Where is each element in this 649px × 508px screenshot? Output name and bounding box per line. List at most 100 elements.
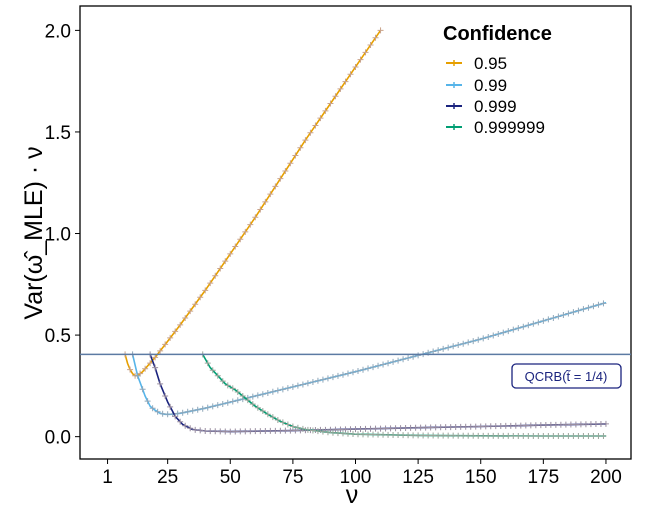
series-point-2 <box>252 428 259 435</box>
series-point-1 <box>189 407 196 414</box>
series-point-3 <box>244 397 251 404</box>
series-point-1 <box>395 357 402 364</box>
series-point-2 <box>177 418 184 425</box>
series-point-2 <box>337 426 344 433</box>
series-point-3 <box>535 433 542 440</box>
series-point-2 <box>232 428 239 435</box>
series-point-3 <box>334 430 341 437</box>
series-point-1 <box>380 361 387 368</box>
series-point-3 <box>284 421 291 428</box>
series-point-3 <box>400 432 407 439</box>
series-point-3 <box>455 432 462 439</box>
series-point-0 <box>177 321 184 328</box>
series-point-1 <box>309 379 316 386</box>
series-point-1 <box>595 301 602 308</box>
series-point-3 <box>304 426 311 433</box>
series-point-1 <box>274 387 281 394</box>
plot-area <box>80 27 631 440</box>
series-point-3 <box>495 432 502 439</box>
series-point-1 <box>545 316 552 323</box>
series-point-2 <box>332 426 339 433</box>
x-tick-label: 125 <box>402 467 434 488</box>
series-point-2 <box>182 422 189 429</box>
series-point-1 <box>525 322 532 329</box>
series-point-1 <box>234 397 241 404</box>
series-point-1 <box>440 345 447 352</box>
series-point-0 <box>142 365 149 372</box>
series-point-2 <box>187 425 194 432</box>
series-point-3 <box>314 428 321 435</box>
series-point-3 <box>420 432 427 439</box>
series-point-2 <box>477 423 484 430</box>
series-point-3 <box>264 411 271 418</box>
series-point-2 <box>152 364 159 371</box>
series-point-2 <box>557 421 564 428</box>
series-point-0 <box>247 221 254 228</box>
series-point-3 <box>224 382 231 389</box>
series-point-1 <box>575 307 582 314</box>
series-point-3 <box>410 432 417 439</box>
legend-label-1: 0.99 <box>474 76 507 95</box>
series-point-1 <box>360 366 367 373</box>
series-point-2 <box>392 425 399 432</box>
y-tick-label: 2.0 <box>45 21 71 42</box>
series-point-3 <box>299 425 306 432</box>
series-point-3 <box>545 433 552 440</box>
series-point-3 <box>375 431 382 438</box>
legend-label-0: 0.95 <box>474 54 507 73</box>
series-point-1 <box>415 352 422 359</box>
series-point-1 <box>570 309 577 316</box>
series-point-0 <box>162 341 169 348</box>
series-point-0 <box>372 34 379 41</box>
legend-title: Confidence <box>443 23 552 45</box>
series-point-3 <box>600 433 607 440</box>
series-point-2 <box>452 423 459 430</box>
x-tick-label: 175 <box>527 467 559 488</box>
series-point-3 <box>234 388 241 395</box>
x-axis-title: ν <box>346 481 359 508</box>
series-point-2 <box>407 424 414 431</box>
series-point-0 <box>187 308 194 315</box>
series-point-3 <box>415 432 422 439</box>
series-point-3 <box>319 428 326 435</box>
series-point-2 <box>572 421 579 428</box>
series-point-3 <box>385 431 392 438</box>
series-point-0 <box>127 366 134 373</box>
series-2 <box>147 351 609 435</box>
series-point-2 <box>382 425 389 432</box>
series-point-1 <box>555 313 562 320</box>
series-point-0 <box>287 160 294 167</box>
series-point-2 <box>442 424 449 431</box>
series-point-2 <box>372 425 379 432</box>
series-point-2 <box>532 422 539 429</box>
series-point-1 <box>490 332 497 339</box>
series-point-1 <box>515 325 522 332</box>
series-point-1 <box>134 372 141 379</box>
series-point-0 <box>347 71 354 78</box>
series-point-2 <box>507 422 514 429</box>
series-point-3 <box>550 433 557 440</box>
series-point-1 <box>154 408 161 415</box>
series-point-2 <box>432 424 439 431</box>
qcrb-annotation: QCRB(t̃ = 1/4) <box>511 363 622 389</box>
series-point-0 <box>377 27 384 34</box>
series-point-3 <box>505 432 512 439</box>
series-point-2 <box>357 426 364 433</box>
series-point-3 <box>435 432 442 439</box>
series-point-0 <box>242 228 249 235</box>
series-point-2 <box>217 428 224 435</box>
series-point-1 <box>229 398 236 405</box>
series-point-2 <box>262 428 269 435</box>
y-tick-label: 1.5 <box>45 123 71 144</box>
series-point-1 <box>194 406 201 413</box>
series-point-1 <box>219 400 226 407</box>
x-tick-label: 50 <box>220 467 241 488</box>
x-tick-label: 100 <box>340 467 372 488</box>
legend-item-1: 0.99 <box>446 76 507 95</box>
series-point-2 <box>457 423 464 430</box>
legend-key-3 <box>446 124 462 130</box>
series-point-0 <box>332 93 339 100</box>
series-point-3 <box>309 427 316 434</box>
series-point-1 <box>460 340 467 347</box>
series-point-3 <box>575 433 582 440</box>
